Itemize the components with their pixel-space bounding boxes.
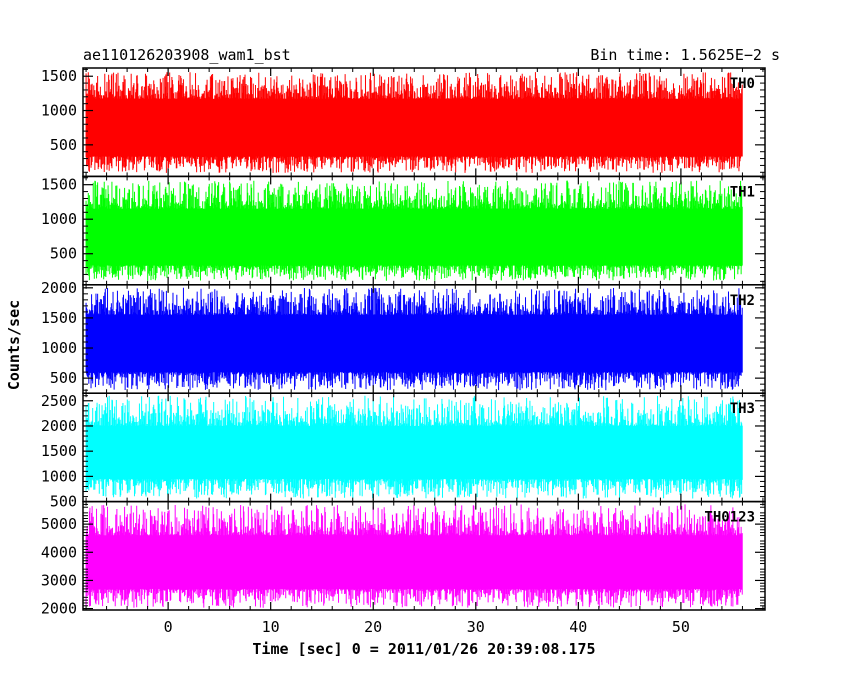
y-tick-label: 500 bbox=[50, 369, 77, 387]
x-axis: 0 10 20 30 40 50 bbox=[164, 618, 690, 636]
panel-th3: 500 1000 1500 2000 2500 TH3 bbox=[41, 392, 766, 511]
series-line-th3 bbox=[85, 395, 743, 499]
y-tick-label: 4000 bbox=[41, 543, 77, 561]
x-axis-label: Time [sec] 0 = 2011/01/26 20:39:08.175 bbox=[252, 640, 595, 658]
y-tick-label: 500 bbox=[50, 493, 77, 511]
x-tick-label: 40 bbox=[569, 618, 587, 636]
y-tick-label: 500 bbox=[50, 136, 77, 154]
series-line-th2 bbox=[85, 287, 743, 391]
panel-label-th3: TH3 bbox=[730, 401, 755, 417]
panel-label-th0: TH0 bbox=[730, 76, 755, 92]
y-tick-label: 1000 bbox=[41, 102, 77, 120]
panel-label-th2: TH2 bbox=[730, 293, 755, 309]
y-tick-label: 1000 bbox=[41, 339, 77, 357]
series-line-th0123 bbox=[85, 504, 743, 608]
y-tick-label: 2000 bbox=[41, 600, 77, 618]
y-tick-label: 1000 bbox=[41, 210, 77, 228]
x-tick-label: 50 bbox=[672, 618, 690, 636]
series-line-th1 bbox=[85, 180, 743, 281]
y-tick-label: 5000 bbox=[41, 515, 77, 533]
y-tick-label: 1500 bbox=[41, 176, 77, 194]
x-tick-label: 0 bbox=[164, 618, 173, 636]
y-tick-label: 1500 bbox=[41, 442, 77, 460]
x-tick-label: 30 bbox=[467, 618, 485, 636]
y-tick-label: 2000 bbox=[41, 279, 77, 297]
y-tick-label: 1500 bbox=[41, 67, 77, 85]
x-tick-label: 10 bbox=[262, 618, 280, 636]
x-tick-label: 20 bbox=[364, 618, 382, 636]
panels-group: 500 1000 1500 TH0 500 1000 1500 TH1 500 1000 1500 2… bbox=[41, 67, 766, 618]
y-tick-label: 500 bbox=[50, 245, 77, 263]
y-tick-label: 1500 bbox=[41, 309, 77, 327]
panel-frame bbox=[82, 500, 766, 611]
panel-th2: 500 1000 1500 2000 TH2 bbox=[41, 279, 766, 394]
y-tick-label: 2500 bbox=[41, 392, 77, 410]
y-axis-label: Counts/sec bbox=[5, 300, 23, 390]
y-tick-label: 1000 bbox=[41, 467, 77, 485]
bin-time-label: Bin time: 1.5625E−2 s bbox=[590, 46, 780, 64]
panel-label-th1: TH1 bbox=[730, 184, 755, 200]
panel-label-th0123: TH0123 bbox=[704, 510, 755, 526]
y-tick-label: 2000 bbox=[41, 417, 77, 435]
panel-th0: 500 1000 1500 TH0 bbox=[41, 67, 766, 178]
y-tick-label: 3000 bbox=[41, 571, 77, 589]
panel-th1: 500 1000 1500 TH1 bbox=[41, 175, 766, 286]
chart-title: ae110126203908_wam1_bst bbox=[83, 46, 291, 64]
series-line-th0 bbox=[85, 72, 743, 173]
panel-th0123: 2000 3000 4000 5000 TH0123 bbox=[41, 500, 766, 618]
